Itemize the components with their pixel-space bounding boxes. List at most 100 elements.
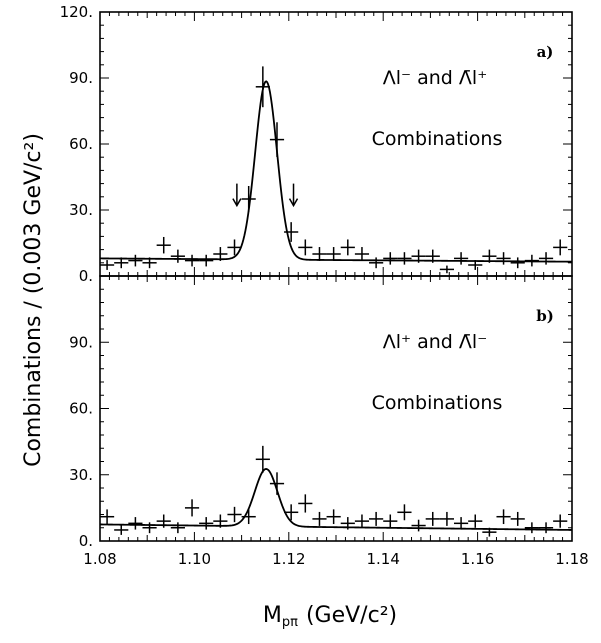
- panel-label: a): [537, 43, 554, 61]
- cut-arrow: [288, 183, 299, 208]
- data-point: [312, 511, 327, 526]
- data-point: [184, 254, 200, 267]
- annotation-line2: Combinations: [372, 392, 503, 414]
- data-point: [553, 514, 568, 528]
- y-tick-label: 120.: [60, 3, 93, 21]
- data-point: [354, 247, 370, 261]
- data-point: [496, 252, 511, 265]
- fit-curve: [99, 80, 573, 263]
- data-point: [468, 514, 483, 528]
- data-point: [439, 511, 454, 526]
- data-point: [114, 257, 129, 269]
- data-point: [128, 254, 143, 267]
- panel-a: 0. 30. 60. 90. 120. a) Λl⁻ and Λ̄l⁺ Combination…: [60, 3, 573, 285]
- data-point: [369, 511, 384, 526]
- data-point: [269, 472, 285, 495]
- data-point: [524, 254, 539, 267]
- data-point: [156, 236, 171, 254]
- data-point: [510, 511, 525, 526]
- y-tick-label: 90.: [69, 333, 93, 351]
- x-axis-title-main: M: [263, 603, 282, 628]
- data-point: [100, 260, 115, 270]
- y-tick-label: 30.: [69, 466, 93, 484]
- y-tick-label: 0.: [79, 267, 93, 285]
- data-point: [213, 514, 228, 528]
- data-point: [170, 249, 185, 263]
- x-axis-title: Mpπ (GeV/c²): [263, 603, 397, 630]
- data-point: [496, 509, 511, 525]
- x-tick-label: 1.08: [83, 550, 116, 568]
- fit-curve: [99, 468, 573, 531]
- x-tick-label: 1.12: [272, 550, 305, 568]
- y-axis-title: Combinations / (0.003 GeV/c²): [21, 133, 46, 467]
- data-point: [213, 247, 228, 261]
- panels: 0. 30. 60. 90. 120. a) Λl⁻ and Λ̄l⁺ Combination…: [60, 3, 573, 550]
- data-point: [369, 257, 384, 269]
- data-point: [383, 252, 398, 265]
- data-point: [397, 504, 412, 521]
- data-point: [312, 247, 327, 261]
- panel-label: b): [536, 307, 554, 325]
- data-point: [142, 257, 157, 269]
- data-point: [326, 247, 341, 261]
- data-point: [114, 525, 129, 535]
- data-point: [142, 522, 157, 534]
- x-tick-label: 1.16: [461, 550, 494, 568]
- x-tick-label: 1.10: [178, 550, 211, 568]
- data-point: [411, 519, 426, 532]
- data-point: [553, 239, 568, 256]
- annotation-line1: Λl⁻ and Λ̄l⁺: [383, 67, 487, 89]
- data-point: [227, 506, 242, 523]
- y-tick-label: 60.: [69, 400, 93, 418]
- data-point: [284, 222, 299, 242]
- arrow-head: [232, 198, 242, 208]
- data-point: [510, 257, 525, 269]
- panel-b: 0. 30. 60. 90. b) Λl⁺ and Λ̄l⁻ Combinations: [69, 275, 573, 550]
- x-axis-title-unit: (GeV/c²): [306, 603, 397, 628]
- arrow-head: [288, 198, 299, 208]
- data-point: [241, 509, 256, 525]
- annotation-line2: Combinations: [372, 128, 503, 150]
- data-point: [255, 445, 270, 473]
- data-point: [100, 509, 115, 525]
- data-point: [397, 252, 412, 265]
- data-point: [454, 517, 469, 530]
- data-point: [184, 499, 200, 517]
- x-axis-title-sub: pπ: [282, 615, 298, 630]
- data-point: [199, 517, 214, 530]
- data-point: [538, 252, 554, 265]
- x-tick-labels: 1.08 1.10 1.12 1.14 1.16 1.18: [83, 550, 588, 568]
- cut-arrow: [232, 183, 242, 208]
- data-point: [326, 509, 341, 525]
- data-point: [199, 254, 214, 267]
- data-point: [284, 504, 299, 521]
- data-point: [482, 527, 497, 537]
- data-point: [454, 252, 469, 265]
- data-point: [354, 514, 370, 528]
- data-point: [524, 522, 539, 534]
- data-point: [439, 265, 454, 274]
- y-tick-label: 60.: [69, 135, 93, 153]
- y-tick-label: 90.: [69, 69, 93, 87]
- x-tick-label: 1.18: [555, 550, 588, 568]
- data-point: [538, 522, 554, 534]
- data-point: [128, 517, 143, 530]
- y-tick-label: 0.: [79, 532, 93, 550]
- data-point: [170, 522, 185, 534]
- data-point: [383, 514, 398, 528]
- annotation-line1: Λl⁺ and Λ̄l⁻: [383, 331, 487, 353]
- x-tick-label: 1.14: [366, 550, 399, 568]
- data-point: [340, 517, 355, 530]
- data-point: [468, 260, 483, 270]
- y-tick-label: 30.: [69, 201, 93, 219]
- data-point: [425, 511, 440, 526]
- data-point: [241, 185, 256, 213]
- data-point: [411, 249, 426, 263]
- data-point: [156, 514, 171, 528]
- data-point: [298, 494, 313, 513]
- data-point: [425, 249, 440, 263]
- data-point: [298, 239, 313, 256]
- data-point: [340, 239, 355, 256]
- data-point: [269, 122, 285, 157]
